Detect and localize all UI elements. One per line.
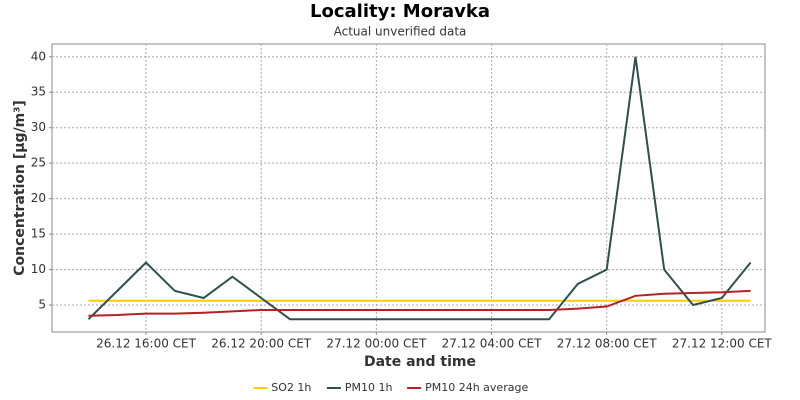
- x-tick-label: 26.12 20:00 CET: [211, 337, 312, 351]
- series-line: [88, 289, 751, 317]
- x-tick-label: 27.12 08:00 CET: [557, 337, 658, 351]
- chart-title: Locality: Moravka: [310, 1, 490, 22]
- chart-subtitle: Actual unverified data: [334, 25, 467, 39]
- x-axis-label: Date and time: [364, 354, 476, 370]
- legend-label: SO2 1h: [271, 381, 311, 394]
- y-axis-label: Concentration [µg/m³]: [12, 100, 28, 276]
- x-tick-label: 26.12 16:00 CET: [96, 337, 197, 351]
- legend-label: PM10 24h average: [425, 381, 528, 394]
- y-tick-label: 30: [31, 120, 46, 134]
- y-tick-label: 5: [38, 298, 46, 312]
- x-tick-label: 27.12 12:00 CET: [672, 337, 773, 351]
- y-tick-label: 35: [31, 85, 46, 99]
- y-tick-label: 10: [31, 262, 46, 276]
- legend-label: PM10 1h: [345, 381, 393, 394]
- y-tick-label: 40: [31, 49, 46, 63]
- x-tick-label: 27.12 04:00 CET: [442, 337, 543, 351]
- series-line: [87, 56, 752, 321]
- x-tick-label: 27.12 00:00 CET: [326, 337, 427, 351]
- y-tick-label: 15: [31, 227, 46, 241]
- y-tick-label: 20: [31, 191, 46, 205]
- y-tick-label: 25: [31, 156, 46, 170]
- plot-area: [51, 43, 766, 333]
